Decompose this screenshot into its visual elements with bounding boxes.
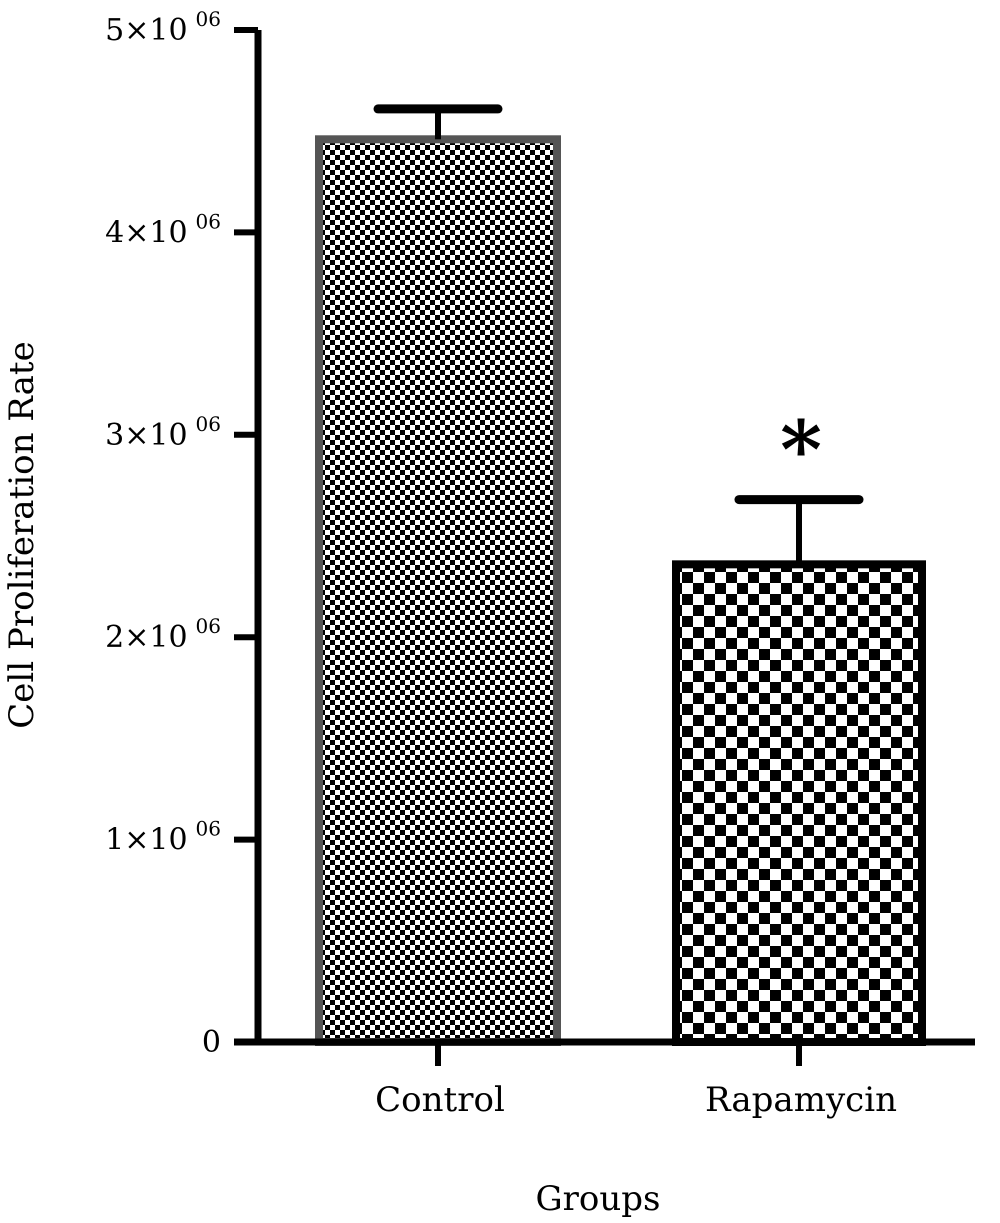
significance-marker: * (780, 403, 822, 497)
y-tick-label: 4×10 06 (105, 209, 221, 250)
y-tick-exponent: 06 (196, 412, 221, 436)
y-tick-label: 2×10 06 (105, 614, 221, 655)
bar-control (315, 135, 561, 1046)
y-tick-exponent: 06 (196, 614, 221, 638)
y-tick-exponent: 06 (196, 7, 221, 31)
bars: * (315, 104, 926, 1046)
y-axis-ticks: 0 1×10 06 2×10 06 3×10 06 4×10 06 5×10 06 (105, 7, 258, 1060)
x-tick-label: Rapamycin (705, 1080, 897, 1120)
x-axis-title: Groups (536, 1179, 661, 1219)
y-tick-mantissa: 1×10 (105, 823, 187, 858)
y-tick-mantissa: 0 (202, 1025, 221, 1060)
x-axis-ticks: Control Rapamycin (375, 1042, 897, 1120)
y-tick-mantissa: 2×10 (105, 620, 187, 655)
y-tick-label: 3×10 06 (105, 412, 221, 453)
y-tick-mantissa: 3×10 (105, 418, 187, 453)
y-tick-label: 1×10 06 (105, 817, 221, 858)
y-tick-label: 5×10 06 (105, 7, 221, 48)
y-tick-label: 0 (202, 1025, 221, 1060)
y-tick-exponent: 06 (196, 817, 221, 841)
bar-rapamycin (672, 560, 926, 1046)
y-axis-title: Cell Proliferation Rate (2, 341, 42, 728)
y-tick-exponent: 06 (196, 209, 221, 233)
y-tick-mantissa: 5×10 (105, 13, 187, 48)
y-tick-mantissa: 4×10 (105, 215, 187, 250)
x-tick-label: Control (375, 1080, 505, 1120)
